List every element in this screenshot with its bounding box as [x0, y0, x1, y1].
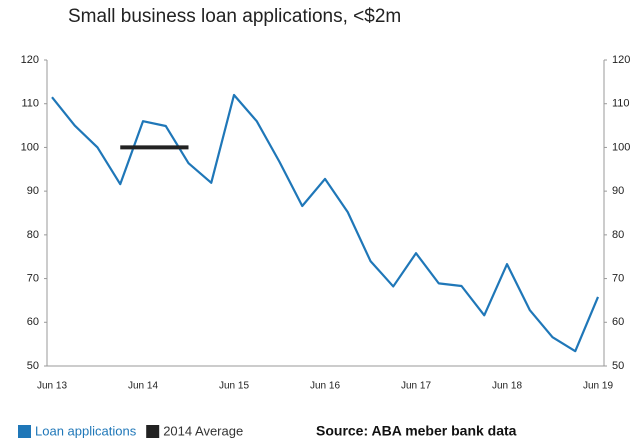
y-tick-label: 80 — [27, 229, 39, 241]
y2-tick-label: 120 — [612, 54, 630, 66]
y-tick-label: 50 — [27, 360, 39, 372]
x-tick-label: Jun 18 — [492, 381, 522, 392]
data-line — [51, 93, 600, 353]
y2-tick-label: 70 — [612, 272, 624, 284]
y2-tick-label: 60 — [612, 316, 624, 328]
y-tick-label: 100 — [21, 141, 39, 153]
y-tick-label: 120 — [21, 54, 39, 66]
legend-swatch — [146, 425, 160, 438]
y-tick-label: 60 — [27, 316, 39, 328]
x-tick-label: Jun 13 — [37, 381, 67, 392]
legend-swatch — [18, 425, 31, 438]
chart-title: Small business loan applications, <$2m — [68, 6, 401, 27]
legend-label: Loan applications — [35, 423, 137, 438]
y-tick-label: 110 — [21, 98, 39, 110]
x-tick-label: Jun 19 — [583, 381, 613, 392]
x-tick-label: Jun 17 — [401, 381, 431, 392]
y-tick-label: 70 — [27, 272, 39, 284]
y-tick-label: 90 — [27, 185, 39, 197]
y2-tick-label: 80 — [612, 229, 624, 241]
x-tick-label: Jun 15 — [219, 381, 249, 392]
legend-label: 2014 Average — [163, 423, 243, 438]
y2-tick-label: 90 — [612, 185, 624, 197]
y2-tick-label: 100 — [612, 141, 630, 153]
x-tick-label: Jun 14 — [128, 381, 158, 392]
y2-tick-label: 110 — [612, 98, 630, 110]
x-tick-label: Jun 16 — [310, 381, 340, 392]
source-note: Source: ABA meber bank data — [316, 423, 517, 439]
y2-tick-label: 50 — [612, 360, 624, 372]
